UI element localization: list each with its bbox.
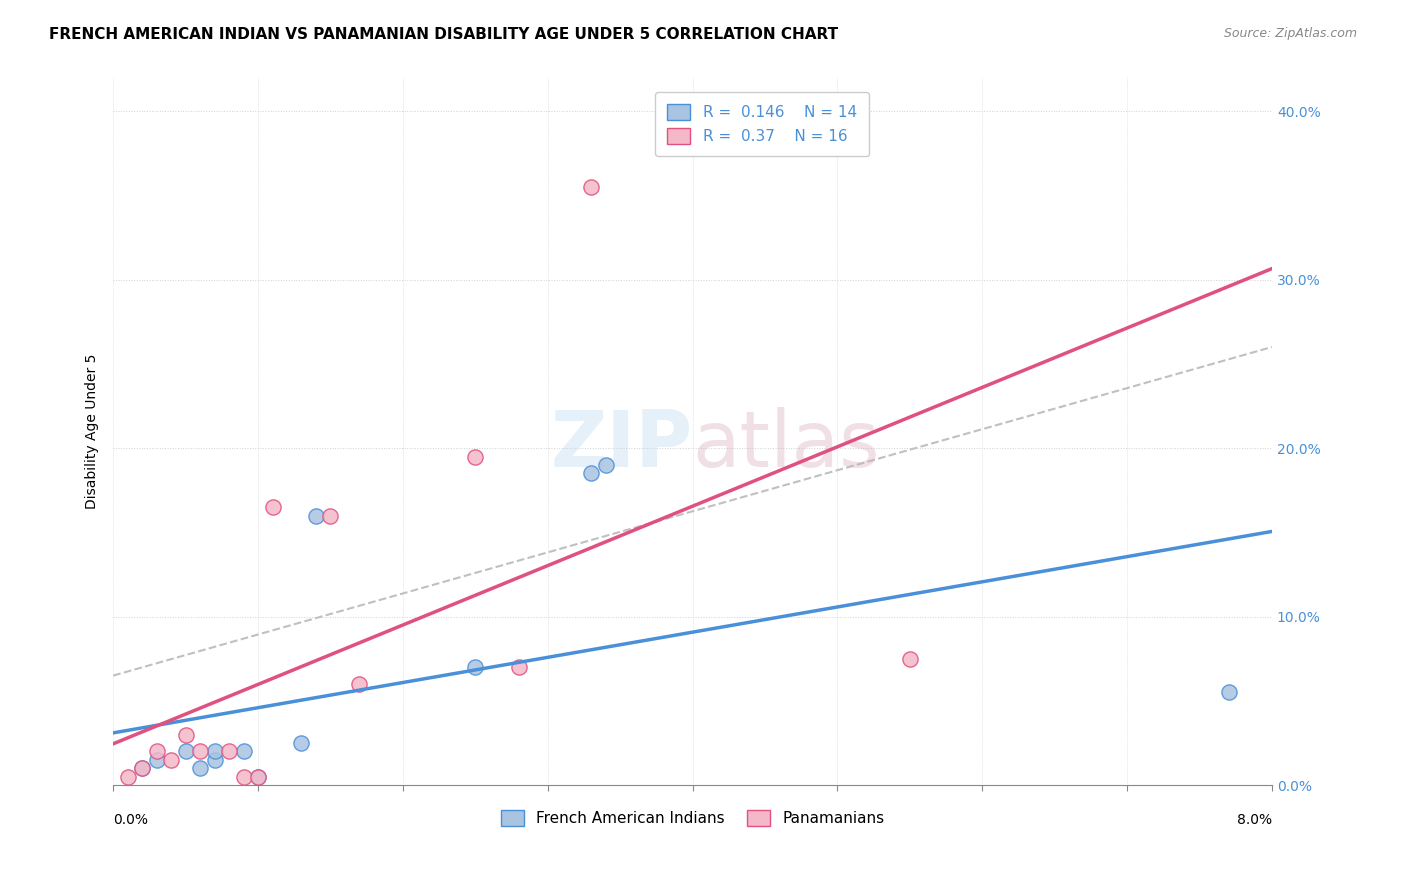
Point <box>174 727 197 741</box>
Point <box>262 500 284 514</box>
Point <box>898 651 921 665</box>
Text: 0.0%: 0.0% <box>114 814 148 828</box>
Point <box>319 508 342 523</box>
Point <box>232 744 254 758</box>
Point <box>464 450 486 464</box>
Point <box>117 770 139 784</box>
Point <box>595 458 617 472</box>
Point <box>204 744 226 758</box>
Point <box>160 753 183 767</box>
Text: Source: ZipAtlas.com: Source: ZipAtlas.com <box>1223 27 1357 40</box>
Point <box>145 753 167 767</box>
Point <box>174 744 197 758</box>
Point <box>349 677 371 691</box>
Point <box>247 770 270 784</box>
Point <box>247 770 270 784</box>
Text: ZIP: ZIP <box>550 408 693 483</box>
Point <box>188 744 211 758</box>
Y-axis label: Disability Age Under 5: Disability Age Under 5 <box>86 353 100 509</box>
Point <box>188 761 211 775</box>
Point <box>290 736 312 750</box>
Point <box>508 660 530 674</box>
Text: FRENCH AMERICAN INDIAN VS PANAMANIAN DISABILITY AGE UNDER 5 CORRELATION CHART: FRENCH AMERICAN INDIAN VS PANAMANIAN DIS… <box>49 27 838 42</box>
Point <box>464 660 486 674</box>
Point <box>218 744 240 758</box>
Text: atlas: atlas <box>693 408 880 483</box>
Point <box>305 508 328 523</box>
Point <box>579 467 602 481</box>
Point <box>232 770 254 784</box>
Point <box>1218 685 1240 699</box>
Point <box>145 744 167 758</box>
Point <box>131 761 153 775</box>
Point <box>579 180 602 194</box>
Legend: French American Indians, Panamanians: French American Indians, Panamanians <box>494 803 893 834</box>
Point <box>131 761 153 775</box>
Text: 8.0%: 8.0% <box>1237 814 1272 828</box>
Point <box>204 753 226 767</box>
